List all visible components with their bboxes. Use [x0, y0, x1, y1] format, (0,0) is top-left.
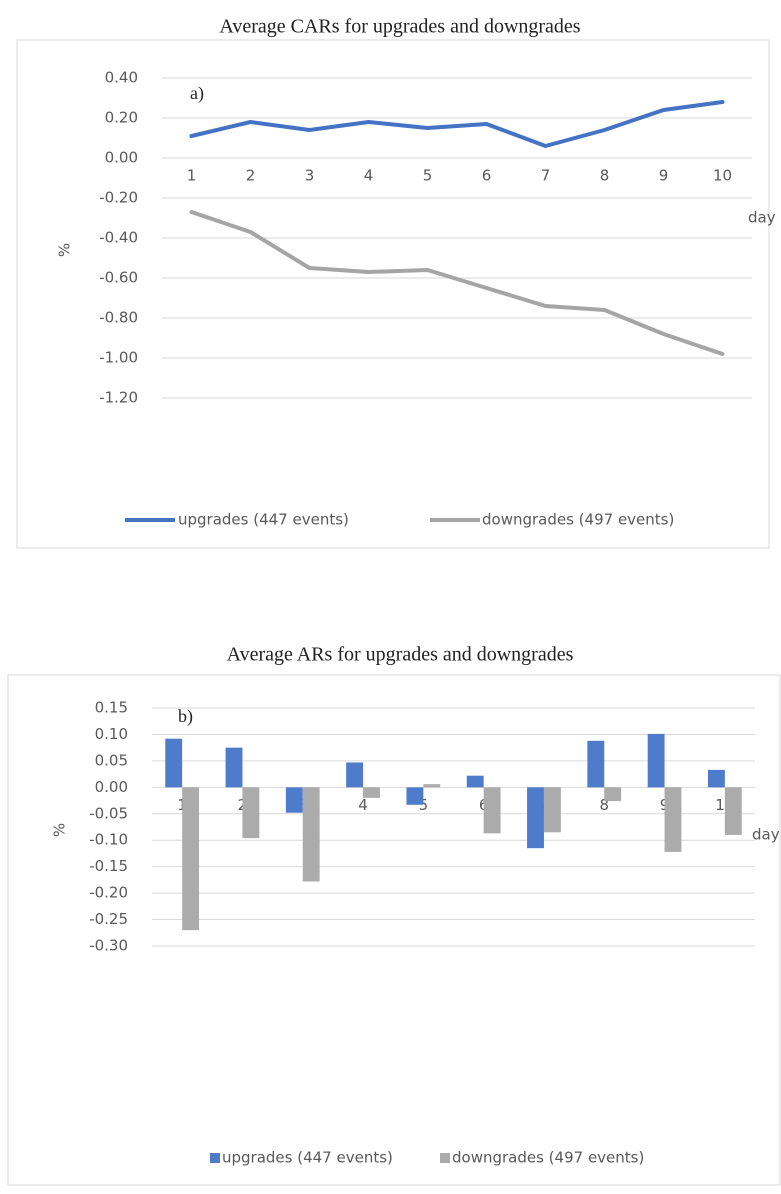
y-tick-label: -0.60: [99, 269, 138, 287]
legend-label: downgrades (497 events): [482, 511, 674, 529]
y-tick-label: 0.40: [105, 69, 138, 87]
line-series: [189, 210, 725, 356]
y-axis-label: %: [56, 243, 74, 257]
bar: [182, 787, 200, 931]
legend-label: upgrades (447 events): [222, 1149, 393, 1167]
bar: [406, 787, 424, 805]
bar: [285, 787, 303, 813]
x-axis-label: day: [748, 209, 776, 227]
annotation: a): [190, 83, 204, 104]
y-tick-label: -0.10: [89, 831, 128, 849]
x-tick-label: 1: [187, 167, 197, 185]
x-axis-label: day: [752, 826, 780, 844]
x-tick-label: 10: [713, 167, 732, 185]
bar: [664, 787, 682, 852]
bar: [707, 769, 725, 788]
y-tick-label: 0.10: [95, 725, 128, 743]
legend-swatch: [440, 1153, 450, 1163]
y-tick-label: -0.05: [89, 804, 128, 822]
y-tick-label: 0.00: [95, 778, 128, 796]
bar: [423, 784, 441, 788]
x-tick-label: 8: [599, 796, 609, 814]
bar: [527, 787, 544, 849]
y-tick-label: -0.80: [99, 309, 138, 327]
y-tick-label: 0.05: [95, 751, 128, 769]
x-tick-label: 6: [482, 167, 492, 185]
bar: [165, 738, 183, 788]
bar: [587, 740, 605, 788]
y-axis-label: %: [51, 823, 69, 837]
bar: [302, 787, 320, 882]
bar: [466, 775, 484, 788]
y-tick-label: -0.15: [89, 857, 128, 875]
y-tick-label: -0.40: [99, 229, 138, 247]
chart-title: Average CARs for upgrades and downgrades: [219, 16, 580, 38]
line-series: [189, 100, 725, 148]
bar: [604, 787, 622, 802]
y-tick-label: -0.25: [89, 910, 128, 928]
legend-label: downgrades (497 events): [452, 1149, 644, 1167]
y-tick-label: 0.20: [105, 109, 138, 127]
chart-title: Average ARs for upgrades and downgrades: [227, 644, 574, 666]
x-tick-label: 8: [600, 167, 610, 185]
bar: [346, 762, 364, 788]
bar: [483, 787, 501, 834]
x-tick-label: 5: [423, 167, 433, 185]
legend-swatch: [210, 1153, 220, 1163]
y-tick-label: -0.20: [99, 189, 138, 207]
bar: [647, 733, 665, 788]
y-tick-label: -1.00: [99, 349, 138, 367]
y-tick-label: -1.20: [99, 389, 138, 407]
x-tick-label: 3: [305, 167, 315, 185]
y-tick-label: 0.00: [105, 149, 138, 167]
bar: [543, 787, 561, 833]
x-tick-label: 4: [358, 796, 368, 814]
annotation: b): [178, 706, 193, 727]
bar: [363, 787, 380, 798]
legend-label: upgrades (447 events): [178, 511, 349, 529]
bar: [225, 747, 243, 788]
bar: [724, 787, 742, 835]
x-tick-label: 5: [419, 796, 429, 814]
chart-frame: [16, 39, 770, 549]
chart-frame: [7, 674, 781, 1186]
x-tick-label: 4: [364, 167, 374, 185]
x-tick-label: 9: [659, 167, 669, 185]
y-tick-label: 0.15: [95, 699, 128, 717]
x-tick-label: 7: [541, 167, 551, 185]
y-tick-label: -0.30: [89, 937, 128, 955]
y-tick-label: -0.20: [89, 884, 128, 902]
bar: [242, 787, 260, 839]
x-tick-label: 2: [246, 167, 256, 185]
